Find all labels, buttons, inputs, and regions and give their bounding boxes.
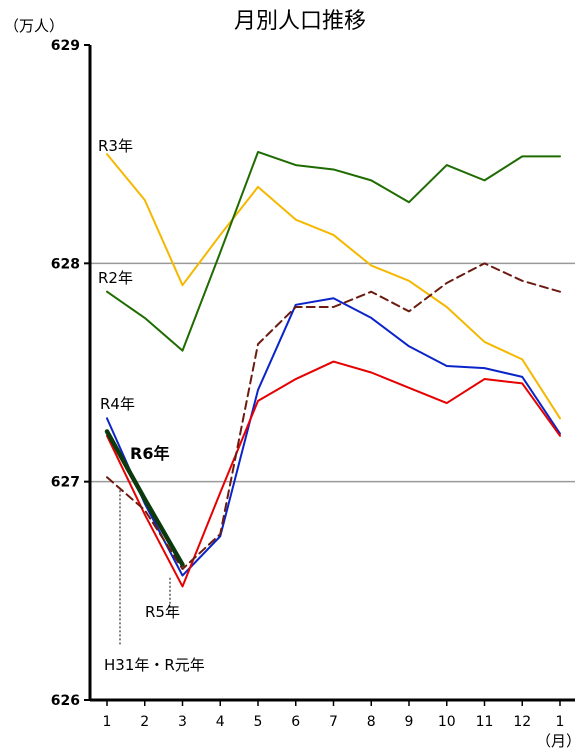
y-tick-label-627: 627	[51, 475, 80, 491]
grid-lines	[90, 262, 575, 483]
x-tick-label-9: 10	[438, 714, 456, 730]
x-tick-label-10: 11	[476, 714, 494, 730]
x-tick-label-11: 12	[513, 714, 531, 730]
series-line-4	[106, 262, 561, 570]
chart-title: 月別人口推移	[234, 9, 366, 34]
y-tick-label-629: 629	[51, 38, 80, 54]
y-tick-labels: 626 627 628 629	[51, 38, 80, 709]
x-tick-label-8: 9	[405, 714, 414, 730]
x-tick-label-7: 8	[367, 714, 376, 730]
x-tick-label-2: 3	[178, 714, 187, 730]
series-line-2	[106, 297, 561, 577]
label-r5: R5年	[145, 603, 180, 621]
x-tick-label-3: 4	[216, 714, 225, 730]
x-tick-labels: 1 2 3 4 5 6 7 8 9 10 11 12 1	[103, 714, 565, 730]
y-tick-label-628: 628	[51, 256, 80, 272]
x-tick-label-0: 1	[103, 714, 112, 730]
label-leaders	[119, 490, 171, 646]
x-tick-label-5: 6	[291, 714, 300, 730]
label-r6: R6年	[130, 444, 169, 463]
x-tick-label-1: 2	[140, 714, 149, 730]
label-r3: R3年	[98, 137, 133, 155]
label-r4: R4年	[100, 395, 135, 413]
x-tick-label-4: 5	[254, 714, 263, 730]
axes	[84, 44, 575, 706]
x-tick-label-12: 1	[556, 714, 565, 730]
x-unit-label: （月）	[536, 732, 581, 750]
y-unit-label: （万人）	[4, 17, 64, 35]
x-tick-label-6: 7	[329, 714, 338, 730]
label-h31-r1: H31年・R元年	[104, 656, 205, 674]
series-line-3	[106, 360, 561, 588]
series-line-5	[104, 429, 185, 567]
label-r2: R2年	[98, 269, 133, 287]
series-line-1	[106, 150, 561, 352]
series-lines	[104, 150, 561, 588]
series-line-0	[106, 153, 561, 420]
y-tick-label-626: 626	[51, 693, 80, 709]
